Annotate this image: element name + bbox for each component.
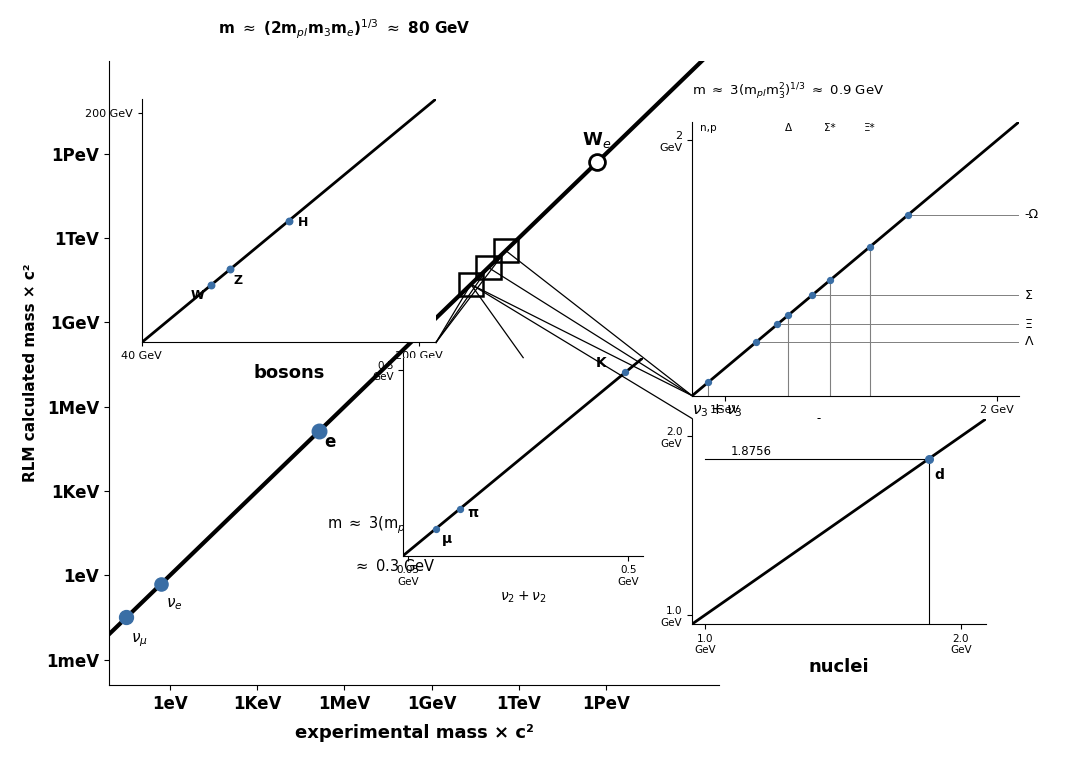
Text: Σ: Σ <box>1025 288 1032 301</box>
Point <box>153 578 170 590</box>
Text: Σ*: Σ* <box>824 123 836 133</box>
Text: m $\approx$ 3(m$_{pl}$m$_3^2$)$^{1/3}$ $\approx$ 0.9 GeV: m $\approx$ 3(m$_{pl}$m$_3^2$)$^{1/3}$ $… <box>692 81 884 102</box>
Text: Ξ*: Ξ* <box>864 123 876 133</box>
Point <box>280 215 298 227</box>
Point <box>899 209 917 221</box>
Text: Δ: Δ <box>785 123 791 133</box>
Text: 1.8756: 1.8756 <box>730 445 772 458</box>
Text: K: K <box>596 356 607 371</box>
Text: $\nu_e$: $\nu_e$ <box>166 597 182 612</box>
Point <box>779 309 797 321</box>
Text: W: W <box>190 289 204 302</box>
X-axis label: experimental mass × c²: experimental mass × c² <box>294 724 534 742</box>
Text: Ξ: Ξ <box>1025 318 1032 331</box>
Point <box>700 377 717 389</box>
Point <box>589 156 606 168</box>
Text: e + $\nu_3$: e + $\nu_3$ <box>222 285 270 301</box>
X-axis label: $\nu_2 + \nu_2$: $\nu_2 + \nu_2$ <box>500 590 546 605</box>
Point <box>118 611 135 623</box>
Text: $\nu_\mu$: $\nu_\mu$ <box>131 632 147 649</box>
Point <box>920 453 937 465</box>
Text: e: e <box>325 433 336 451</box>
Point <box>821 274 838 286</box>
Text: n,p: n,p <box>700 123 716 133</box>
Point <box>451 503 469 515</box>
Point <box>861 240 879 253</box>
Text: $\approx$ 0.3 GeV: $\approx$ 0.3 GeV <box>353 558 436 574</box>
Text: Z: Z <box>233 274 243 287</box>
Text: μ: μ <box>441 532 451 546</box>
Text: H: H <box>298 216 307 229</box>
Text: leptons: leptons <box>214 222 307 242</box>
Point <box>803 289 821 301</box>
Point <box>427 523 445 535</box>
Point <box>311 425 328 437</box>
Text: d: d <box>934 468 944 482</box>
Text: π: π <box>467 506 479 521</box>
Text: Λ: Λ <box>1025 336 1033 349</box>
Text: -Ω: -Ω <box>1025 209 1039 221</box>
Text: $\nu_3 + \nu_3$: $\nu_3 + \nu_3$ <box>692 403 743 419</box>
Point <box>203 279 220 291</box>
Y-axis label: RLM calculated mass × c²: RLM calculated mass × c² <box>23 263 38 482</box>
Point <box>617 366 634 378</box>
Text: m $\approx$ (2m$_{pl}$m$_3$m$_e$)$^{1/3}$ $\approx$ 80 GeV: m $\approx$ (2m$_{pl}$m$_3$m$_e$)$^{1/3}… <box>218 18 471 41</box>
Point <box>768 318 786 330</box>
Point <box>221 263 239 275</box>
Point <box>748 336 765 348</box>
Text: W$_e$: W$_e$ <box>582 130 610 150</box>
X-axis label: baryons: baryons <box>815 419 896 436</box>
X-axis label: nuclei: nuclei <box>809 658 870 676</box>
Text: m $\approx$ 3(m$_{pl}$m$_2^2$)$^{1/3}$: m $\approx$ 3(m$_{pl}$m$_2^2$)$^{1/3}$ <box>327 512 452 536</box>
X-axis label: bosons: bosons <box>253 365 325 382</box>
